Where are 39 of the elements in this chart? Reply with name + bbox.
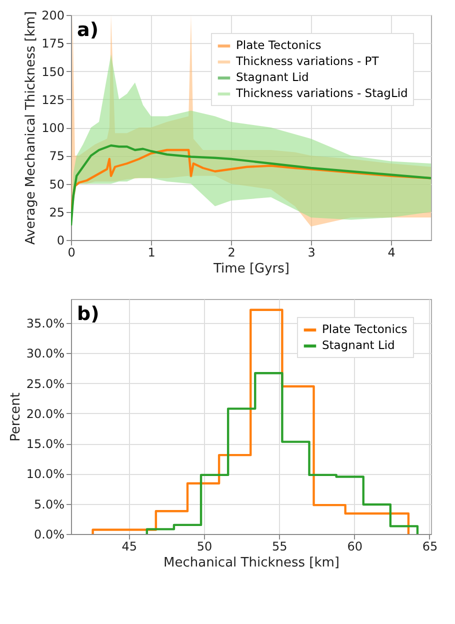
y-tick-label: 30.0% — [26, 346, 64, 361]
x-tick-label: 55 — [272, 540, 288, 554]
x-tick-label: 45 — [122, 540, 138, 554]
annotation: b) — [77, 303, 100, 325]
y-tick-label: 125 — [42, 92, 64, 107]
x-tick-label: 65 — [422, 540, 438, 554]
y-tick-label: 50 — [49, 177, 64, 192]
legend-label: Stagnant Lid — [236, 70, 309, 84]
y-tick-label: 0.0% — [34, 528, 64, 542]
y-tick-label: 10.0% — [26, 467, 64, 482]
x-tick-label: 1 — [148, 246, 156, 260]
y-tick-label: 200 — [42, 8, 64, 22]
x-axis-title: Mechanical Thickness [km] — [164, 556, 340, 570]
legend-label: Stagnant Lid — [322, 338, 395, 352]
legend-label: Thickness variations - StagLid — [235, 86, 408, 100]
y-axis-title: Percent — [8, 392, 24, 442]
y-tick-label: 25.0% — [26, 376, 64, 391]
y-tick-label: 35.0% — [26, 316, 64, 331]
y-axis-title: Average Mechanical Thickness [km] — [24, 11, 39, 245]
legend-label: Thickness variations - PT — [235, 54, 380, 68]
y-tick-label: 150 — [42, 64, 64, 79]
y-tick-label: 175 — [42, 36, 64, 51]
annotation: a) — [77, 19, 99, 41]
y-tick-label: 20.0% — [26, 406, 64, 421]
legend-label: Plate Tectonics — [236, 38, 322, 52]
x-tick-label: 50 — [196, 540, 212, 554]
x-axis-title: Time [Gyrs] — [212, 262, 290, 276]
y-tick-label: 0 — [56, 234, 64, 248]
y-tick-label: 75 — [49, 149, 64, 164]
y-tick-label: 5.0% — [34, 497, 64, 512]
x-tick-label: 60 — [347, 540, 362, 554]
y-tick-label: 15.0% — [26, 437, 64, 452]
x-tick-label: 3 — [308, 246, 316, 260]
x-tick-label: 0 — [68, 246, 76, 260]
legend-label: Plate Tectonics — [322, 322, 408, 336]
x-tick-label: 4 — [388, 246, 396, 260]
y-tick-label: 100 — [42, 121, 64, 135]
x-tick-label: 2 — [228, 246, 236, 260]
y-tick-label: 25 — [49, 205, 64, 220]
